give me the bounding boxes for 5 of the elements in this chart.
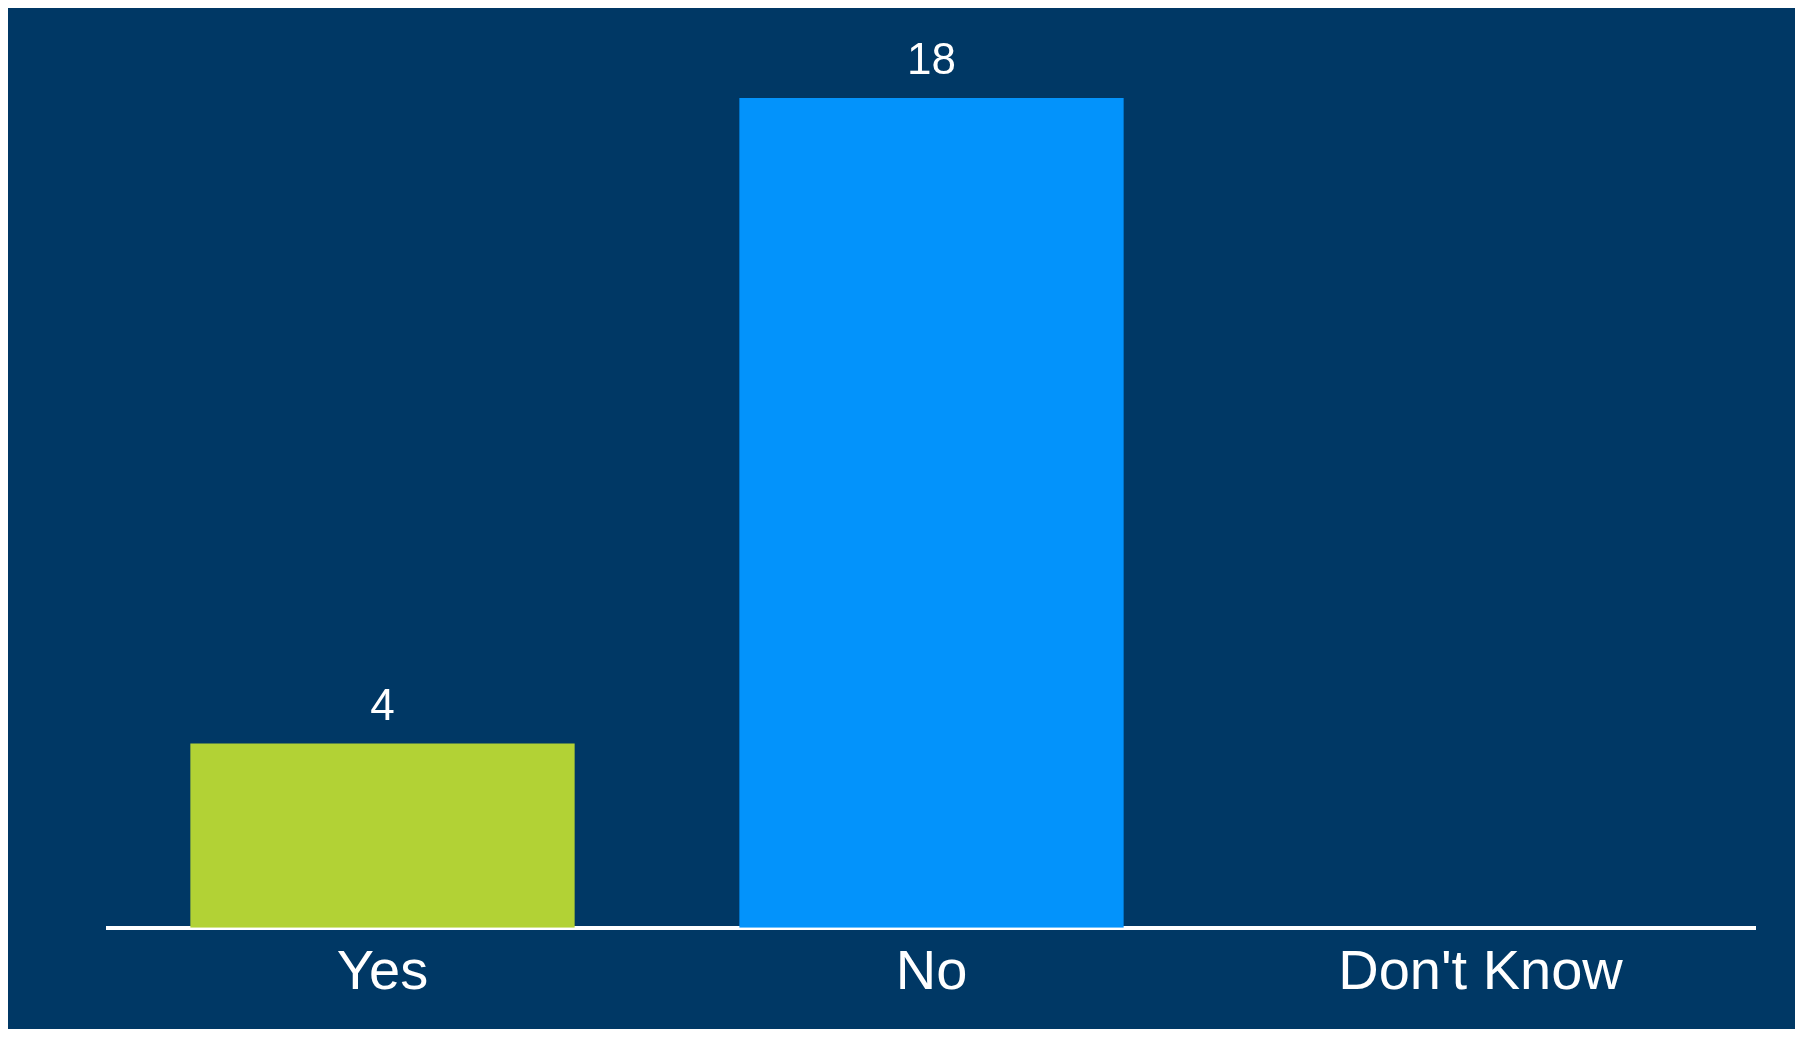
x-tick-label: Don't Know <box>1338 937 1624 1001</box>
x-tick-label: Yes <box>336 937 429 1001</box>
data-label: 4 <box>370 679 395 729</box>
x-tick-label: No <box>895 937 968 1001</box>
data-label: 18 <box>907 34 956 84</box>
